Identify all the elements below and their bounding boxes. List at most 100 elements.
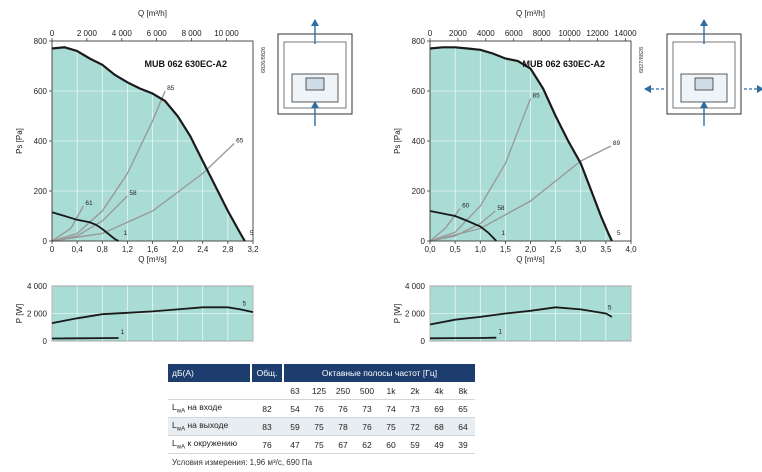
x2-tick-label: 4000 [477,29,495,38]
x2-tick-label: 2000 [449,29,467,38]
row-label: LwA на входе [168,399,251,418]
x2-tick-label: 0 [50,29,55,38]
cell: 73 [403,399,427,418]
cell: 47 [283,435,307,454]
cell: 75 [379,417,403,436]
cell: 69 [427,399,451,418]
y-tick-label: 400 [34,137,48,146]
chart-title: MUB 062 630EC-A2 [522,59,605,69]
table-row: LwA на выходе 83 59 75 78 76 75 72 68 64 [168,417,475,436]
band-label: 250 [331,382,355,400]
measurement-note: Условия измерения: 1,96 м³/с, 690 Па [172,458,313,467]
cell: 59 [403,435,427,454]
system-curve-label: 58 [129,190,137,197]
x2-tick-label: 8 000 [182,29,203,38]
x-tick-label: 3,5 [600,245,612,254]
power-curve-label: 5 [608,305,612,312]
x-tick-label: 4,0 [625,245,637,254]
row-total: 76 [251,435,283,454]
system-curve-label: 85 [167,85,175,92]
y-tick-label: 600 [412,87,426,96]
power-curve [51,306,254,324]
x-tick-label: 0,5 [450,245,462,254]
x2-tick-label: 8000 [533,29,551,38]
cell: 76 [307,399,331,418]
power-curve [429,306,613,326]
power-curve-label: 5 [242,300,246,307]
row-total: 83 [251,417,283,436]
table-row: LwA на входе 82 54 76 76 73 74 73 69 65 [168,399,475,418]
power-y-tick-label: 4 000 [27,282,48,291]
col-dba-header: дБ(А) [168,364,251,382]
cell: 64 [451,417,475,436]
fan-motor-icon [305,77,325,91]
system-curve-label: 58 [497,205,505,212]
x-tick-label: 0,4 [72,245,84,254]
x2-tick-label: 6 000 [147,29,168,38]
system-curve [429,210,496,242]
chart-title: MUB 062 630EC-A2 [144,59,227,69]
cell: 68 [427,417,451,436]
x-tick-label: 1,5 [500,245,512,254]
cell: 54 [283,399,307,418]
fan-curve [429,46,613,242]
x2-tick-label: 0 [428,29,433,38]
cell: 75 [307,435,331,454]
y-tick-label: 200 [34,187,48,196]
x-tick-label: 2,5 [550,245,562,254]
power-curve [51,337,119,340]
side-code: 6826/8826 [261,47,267,73]
cell: 65 [451,399,475,418]
power-y-tick-label: 4 000 [405,282,426,291]
system-curve [51,142,235,242]
fan-curve [429,210,497,242]
cell: 49 [427,435,451,454]
x-tick-label: 1,6 [147,245,159,254]
col-total-header: Общ. [250,364,284,382]
cell: 39 [451,435,475,454]
operating-area-fill [430,47,612,241]
fan-curve-label: 5 [617,230,621,237]
power-y-axis-label: P [W] [393,304,402,323]
system-curve-label: 89 [613,140,621,147]
cell: 74 [379,399,403,418]
y-tick-label: 800 [412,37,426,46]
y-tick-label: 200 [412,187,426,196]
power-y-tick-label: 2 000 [405,310,426,319]
y-axis-label: Ps [Pa] [393,128,402,154]
y-tick-label: 400 [412,137,426,146]
y-tick-label: 0 [43,237,48,246]
system-curve-label: 65 [236,138,244,145]
x-axis-label: Q [m³/s] [138,255,166,264]
cell: 67 [331,435,355,454]
band-label: 2k [403,382,427,400]
inflow-arrowhead-icon [311,101,319,108]
row-label: LwA на выходе [168,417,251,436]
cell: 73 [355,399,379,418]
table-row: LwA к окружению 76 47 75 67 62 60 59 49 … [168,435,475,454]
power-y-tick-label: 2 000 [27,310,48,319]
band-label: 500 [355,382,379,400]
row-total: 82 [251,399,283,418]
x-axis-label: Q [m³/s] [516,255,544,264]
power-y-axis-label: P [W] [15,304,24,323]
power-y-tick-label: 0 [43,337,48,346]
cell: 76 [331,399,355,418]
cell: 59 [283,417,307,436]
x-tick-label: 2,0 [525,245,537,254]
x2-tick-label: 14000 [614,29,637,38]
system-curve-label: 61 [85,200,93,207]
right-arrowhead-icon [757,85,762,93]
x2-axis-label: Q [m³/h] [516,9,545,18]
x-tick-label: 1,2 [122,245,134,254]
outflow-arrowhead-icon [700,19,708,26]
x2-axis-label: Q [m³/h] [138,9,167,18]
system-curve-label: 60 [462,203,470,210]
band-label: 125 [307,382,331,400]
cell: 60 [379,435,403,454]
band-label: 8k [451,382,475,400]
x2-tick-label: 4 000 [112,29,133,38]
y-tick-label: 600 [34,87,48,96]
left-arrowhead-icon [644,85,651,93]
fan-curve-label: 5 [250,230,254,237]
